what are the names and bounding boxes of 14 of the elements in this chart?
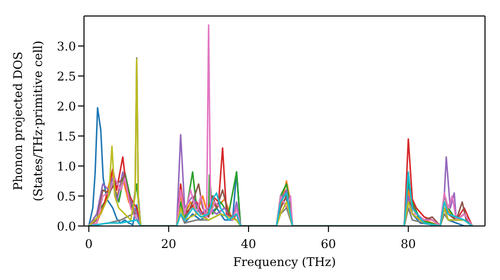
y-tick-label: 0.5 xyxy=(56,189,76,204)
y-tick-label: 2.5 xyxy=(56,69,76,84)
x-tick-label: 60 xyxy=(320,237,336,251)
y-tick-label: 0.0 xyxy=(56,219,76,234)
x-tick-label: 0 xyxy=(84,237,93,251)
y-tick-label: 2.0 xyxy=(56,99,76,114)
y-tick-label: 1.0 xyxy=(56,159,76,174)
y-axis-title: Phonon projected DOS (States/THz·primitive cell) xyxy=(11,40,45,202)
x-axis-title: Frequency (THz) xyxy=(233,255,336,269)
x-tick-label: 20 xyxy=(161,237,176,251)
x-tick-label: 80 xyxy=(400,237,416,251)
y-tick-label: 3.0 xyxy=(56,39,76,54)
y-tick-label: 1.5 xyxy=(56,129,76,144)
x-tick-label: 40 xyxy=(240,237,256,251)
